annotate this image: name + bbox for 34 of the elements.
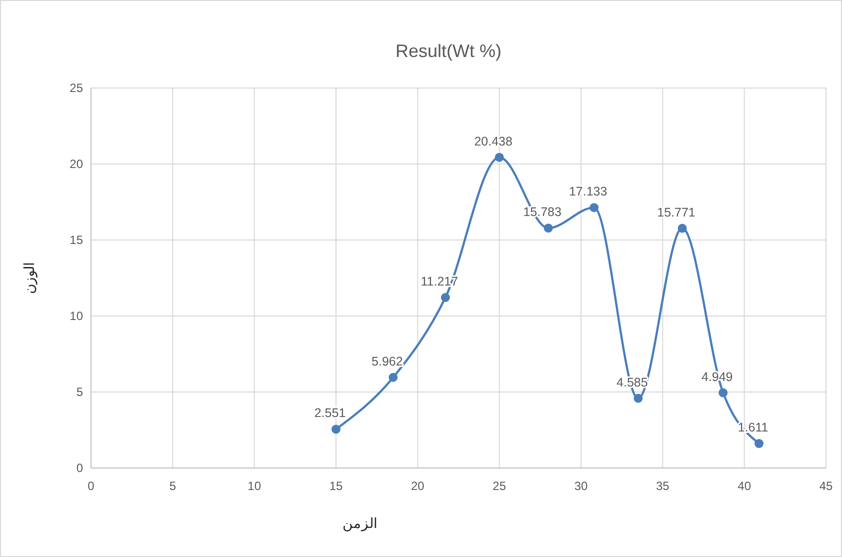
point [590, 203, 599, 212]
point [754, 439, 764, 448]
data-label: 2.551 [314, 406, 346, 420]
point [718, 388, 728, 398]
x-tick-label: 15 [329, 479, 343, 493]
y-tick-label: 25 [70, 81, 84, 95]
x-axis-title: الزمن [342, 515, 378, 532]
x-tick-label: 25 [492, 479, 506, 493]
x-tick-label: 45 [819, 479, 833, 493]
y-tick-label: 20 [70, 157, 84, 171]
data-label: 17.133 [568, 184, 608, 199]
y-axis-title: الوزن [21, 262, 38, 294]
x-tick-label: 5 [169, 479, 176, 493]
data-label: 20.438 [474, 134, 512, 148]
data-label: 15.771 [657, 205, 696, 220]
point [634, 394, 643, 403]
x-tick-label: 20 [410, 479, 425, 493]
y-tick-label: 0 [76, 461, 84, 475]
point [494, 152, 504, 162]
x-tick-label: 0 [88, 479, 95, 493]
point [332, 424, 340, 434]
point [388, 372, 398, 382]
x-tick-label: 30 [574, 479, 588, 493]
point [440, 293, 450, 302]
x-tick-label: 10 [248, 479, 262, 493]
chart-title: Result(Wt %) [395, 41, 502, 61]
y-tick-label: 5 [76, 385, 84, 399]
y-tick-label: 10 [70, 309, 84, 323]
data-label: 5.962 [372, 354, 403, 368]
point [544, 224, 553, 233]
y-tick-label: 15 [70, 233, 84, 247]
point [678, 224, 687, 233]
x-tick-label: 35 [656, 479, 670, 493]
x-tick-label: 40 [738, 479, 752, 493]
